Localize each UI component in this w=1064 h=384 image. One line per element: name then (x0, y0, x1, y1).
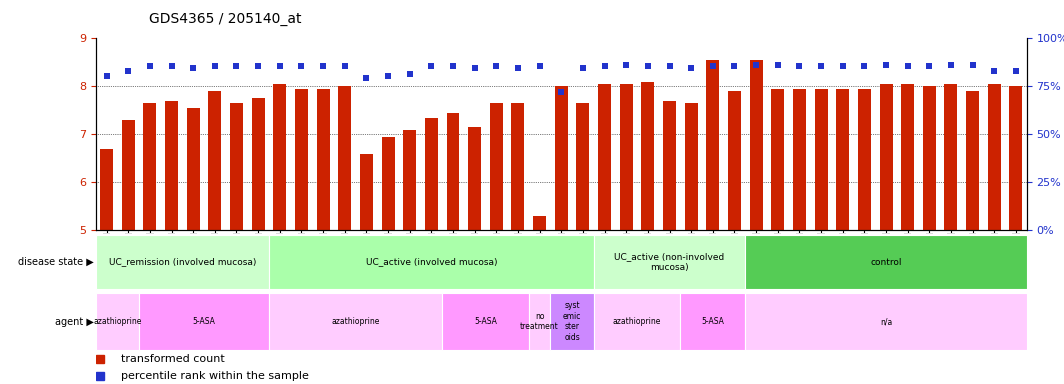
Bar (922, 86, 936, 230)
Bar (663, 101, 676, 230)
Text: 5-ASA: 5-ASA (475, 317, 497, 326)
Bar (945, 84, 958, 230)
Bar (728, 91, 741, 230)
Bar (443, 293, 529, 350)
Bar (186, 108, 200, 230)
Text: no
treatment: no treatment (520, 312, 559, 331)
Bar (269, 293, 443, 350)
Text: azathioprine: azathioprine (94, 317, 142, 326)
Bar (489, 103, 503, 230)
Bar (594, 235, 745, 289)
Bar (403, 130, 416, 230)
Bar (96, 293, 139, 350)
Text: GDS4365 / 205140_at: GDS4365 / 205140_at (149, 12, 301, 25)
Bar (594, 293, 680, 350)
Text: azathioprine: azathioprine (613, 317, 661, 326)
Bar (209, 91, 221, 230)
Bar (139, 293, 269, 350)
Bar (96, 235, 269, 289)
Bar (533, 216, 546, 230)
Bar (815, 89, 828, 230)
Bar (901, 84, 914, 230)
Bar (230, 103, 243, 230)
Bar (858, 89, 870, 230)
Bar (684, 103, 698, 230)
Bar (550, 293, 594, 350)
Bar (252, 98, 265, 230)
Bar (144, 103, 156, 230)
Bar (680, 293, 745, 350)
Text: syst
emic
ster
oids: syst emic ster oids (563, 301, 581, 342)
Bar (745, 293, 1027, 350)
Text: 5-ASA: 5-ASA (193, 317, 215, 326)
Bar (529, 293, 550, 350)
Bar (619, 84, 633, 230)
Text: disease state ▶: disease state ▶ (18, 257, 94, 267)
Bar (512, 103, 525, 230)
Bar (1010, 86, 1023, 230)
Bar (447, 113, 460, 230)
Text: agent ▶: agent ▶ (54, 316, 94, 327)
Bar (425, 118, 438, 230)
Text: UC_active (non-involved
mucosa): UC_active (non-involved mucosa) (614, 252, 725, 272)
Text: n/a: n/a (880, 317, 892, 326)
Text: percentile rank within the sample: percentile rank within the sample (121, 371, 309, 381)
Text: 5-ASA: 5-ASA (701, 317, 725, 326)
Bar (269, 235, 594, 289)
Text: control: control (870, 258, 902, 266)
Text: transformed count: transformed count (121, 354, 225, 364)
Bar (121, 120, 135, 230)
Text: UC_active (involved mucosa): UC_active (involved mucosa) (366, 258, 497, 266)
Bar (100, 149, 113, 230)
Bar (360, 154, 372, 230)
Bar (468, 127, 481, 230)
Bar (338, 86, 351, 230)
Bar (598, 84, 611, 230)
Text: UC_remission (involved mucosa): UC_remission (involved mucosa) (109, 258, 256, 266)
Bar (745, 235, 1027, 289)
Bar (771, 89, 784, 230)
Bar (750, 60, 763, 230)
Bar (793, 89, 805, 230)
Bar (382, 137, 395, 230)
Bar (577, 103, 589, 230)
Bar (554, 86, 568, 230)
Bar (295, 89, 307, 230)
Bar (317, 89, 330, 230)
Bar (880, 84, 893, 230)
Bar (836, 89, 849, 230)
Bar (273, 84, 286, 230)
Bar (987, 84, 1001, 230)
Bar (642, 82, 654, 230)
Bar (165, 101, 178, 230)
Text: azathioprine: azathioprine (331, 317, 380, 326)
Bar (966, 91, 979, 230)
Bar (706, 60, 719, 230)
